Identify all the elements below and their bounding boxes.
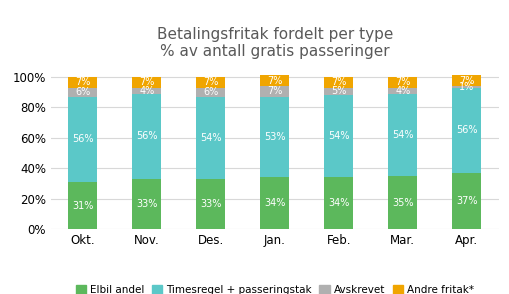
Text: 7%: 7% (395, 77, 411, 87)
Bar (132, 88, 161, 94)
Bar (196, 88, 225, 97)
Text: 34%: 34% (264, 198, 286, 208)
Text: 53%: 53% (264, 132, 286, 142)
Bar (453, 75, 481, 86)
Text: 54%: 54% (200, 133, 221, 143)
Text: 54%: 54% (392, 130, 414, 140)
Bar (324, 95, 353, 178)
Text: 7%: 7% (75, 77, 91, 87)
Bar (324, 178, 353, 229)
Text: 35%: 35% (392, 198, 414, 208)
Text: 7%: 7% (331, 77, 347, 87)
Bar (69, 77, 97, 88)
Text: 5%: 5% (331, 86, 347, 96)
Bar (388, 176, 417, 229)
Bar (261, 75, 289, 86)
Text: 6%: 6% (203, 87, 218, 97)
Bar (132, 94, 161, 179)
Bar (388, 88, 417, 94)
Text: 7%: 7% (203, 77, 218, 87)
Bar (324, 88, 353, 95)
Text: 54%: 54% (328, 131, 350, 141)
Text: 34%: 34% (328, 198, 350, 208)
Text: 56%: 56% (456, 125, 477, 135)
Bar (261, 178, 289, 229)
Bar (69, 97, 97, 182)
Text: 56%: 56% (72, 134, 94, 144)
Text: 7%: 7% (267, 76, 282, 86)
Bar (388, 94, 417, 176)
Text: 56%: 56% (136, 131, 158, 141)
Bar (324, 77, 353, 88)
Bar (69, 182, 97, 229)
Text: 37%: 37% (456, 196, 477, 206)
Bar (132, 179, 161, 229)
Bar (453, 173, 481, 229)
Text: 7%: 7% (459, 76, 474, 86)
Text: 4%: 4% (395, 86, 410, 96)
Bar (453, 86, 481, 88)
Bar (132, 77, 161, 88)
Bar (261, 86, 289, 97)
Bar (388, 77, 417, 88)
Legend: Elbil andel, Timesregel + passeringstak, Avskrevet, Andre fritak*: Elbil andel, Timesregel + passeringstak,… (71, 281, 478, 294)
Text: 1%: 1% (459, 82, 474, 92)
Text: 7%: 7% (139, 77, 155, 87)
Text: 6%: 6% (75, 87, 91, 97)
Bar (196, 77, 225, 88)
Bar (196, 97, 225, 179)
Text: 7%: 7% (267, 86, 282, 96)
Bar (69, 88, 97, 97)
Text: 4%: 4% (139, 86, 155, 96)
Title: Betalingsfritak fordelt per type
% av antall gratis passeringer: Betalingsfritak fordelt per type % av an… (157, 27, 393, 59)
Bar (196, 179, 225, 229)
Text: 33%: 33% (136, 199, 158, 209)
Bar (453, 88, 481, 173)
Text: 33%: 33% (200, 199, 221, 209)
Text: 31%: 31% (72, 201, 94, 211)
Bar (261, 97, 289, 178)
